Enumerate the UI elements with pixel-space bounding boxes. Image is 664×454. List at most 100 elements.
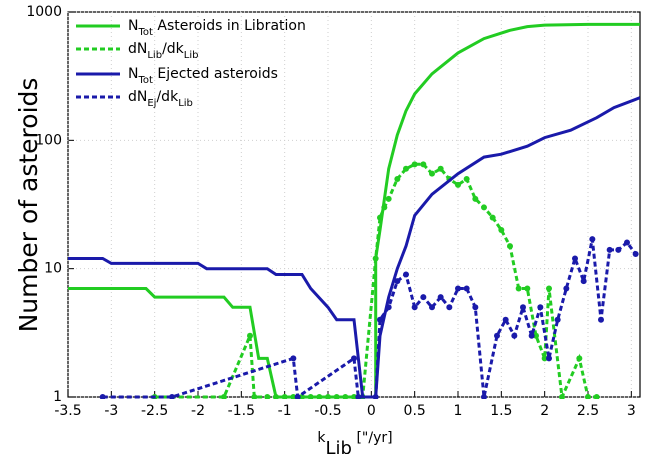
data-point xyxy=(394,175,401,182)
data-point xyxy=(559,394,565,399)
data-point xyxy=(563,285,570,292)
y-tick-label: 1 xyxy=(53,389,62,405)
x-tick-label: 2 xyxy=(540,403,549,419)
data-point xyxy=(429,304,435,311)
data-point xyxy=(247,332,253,339)
subscript: Tot xyxy=(137,27,153,38)
x-tick-label: 2.5 xyxy=(577,403,599,419)
data-point xyxy=(372,255,379,262)
data-point xyxy=(420,161,427,168)
data-point xyxy=(377,316,383,323)
data-point xyxy=(385,304,392,311)
text-part: Asteroids in Libration xyxy=(153,18,306,34)
data-point xyxy=(403,165,409,172)
text-part: dN xyxy=(128,89,147,105)
data-point xyxy=(615,246,622,253)
data-point xyxy=(572,255,578,262)
text-part: Ejected asteroids xyxy=(153,66,278,82)
data-point xyxy=(294,394,301,399)
data-point xyxy=(273,394,279,399)
series-line xyxy=(68,22,640,399)
data-point xyxy=(593,394,600,399)
data-point xyxy=(515,285,522,292)
data-point xyxy=(507,243,513,250)
data-point xyxy=(221,394,227,399)
data-point xyxy=(99,394,106,399)
data-point xyxy=(546,355,552,362)
data-point xyxy=(355,394,362,399)
legend-label: NTot Ejected asteroids xyxy=(128,66,278,86)
data-point xyxy=(281,394,288,399)
subscript: Lib xyxy=(178,98,193,109)
data-point xyxy=(533,332,539,339)
x-tick-label: -3 xyxy=(104,403,118,419)
legend-label: dNLib/dkLib xyxy=(128,41,198,61)
text-part: k xyxy=(317,430,326,446)
data-point xyxy=(290,355,297,362)
data-point xyxy=(576,355,583,362)
data-point xyxy=(502,316,509,323)
x-tick-label: -1.5 xyxy=(228,403,255,419)
data-point xyxy=(372,394,379,399)
data-point xyxy=(394,278,401,285)
data-point xyxy=(403,271,409,278)
data-point xyxy=(381,204,388,211)
data-point xyxy=(385,195,392,202)
text-part: ["/yr] xyxy=(352,430,393,446)
data-point xyxy=(377,214,383,221)
data-point xyxy=(446,304,453,311)
x-tick-label: -2 xyxy=(191,403,205,419)
data-point xyxy=(541,355,548,362)
data-point xyxy=(472,195,479,202)
data-point xyxy=(481,204,487,211)
subscript: Lib xyxy=(184,50,199,61)
data-point xyxy=(307,394,314,399)
data-point xyxy=(251,394,258,399)
text-part: N xyxy=(128,18,138,34)
text-part: dN xyxy=(128,41,147,57)
subscript: Lib xyxy=(147,50,162,61)
data-point xyxy=(411,304,418,311)
data-point xyxy=(580,278,587,285)
x-tick-label: -3.5 xyxy=(54,403,81,419)
data-point xyxy=(585,394,591,399)
data-point xyxy=(264,394,271,399)
data-point xyxy=(554,316,561,323)
data-point xyxy=(333,394,340,399)
subscript: Ej xyxy=(147,98,156,109)
data-point xyxy=(437,294,444,301)
series-line xyxy=(68,96,640,399)
x-tick-label: -1 xyxy=(278,403,292,419)
data-point xyxy=(342,394,349,399)
data-point xyxy=(429,170,435,177)
x-tick-label: -0.5 xyxy=(314,403,341,419)
x-tick-label: 1 xyxy=(454,403,463,419)
x-tick-label: 1.5 xyxy=(490,403,512,419)
data-point xyxy=(463,285,470,292)
data-point xyxy=(546,285,552,292)
data-point xyxy=(463,175,470,182)
y-tick-label: 100 xyxy=(35,132,62,148)
y-tick-label: 10 xyxy=(44,261,62,277)
data-point xyxy=(511,332,518,339)
data-point xyxy=(437,165,444,172)
data-point xyxy=(606,246,613,253)
y-axis-label: Number of asteroids xyxy=(14,78,43,333)
data-point xyxy=(524,285,531,292)
data-point xyxy=(472,304,479,311)
subscript: Tot xyxy=(137,75,153,86)
data-point xyxy=(520,304,526,311)
data-point xyxy=(632,251,639,258)
x-axis-label: kLib ["/yr] xyxy=(317,430,392,454)
data-point xyxy=(589,236,596,243)
x-tick-label: -2.5 xyxy=(141,403,168,419)
data-point xyxy=(316,394,323,399)
legend-label: dNEj/dkLib xyxy=(128,89,193,109)
y-tick-label: 1000 xyxy=(26,4,62,20)
text-part: /dk xyxy=(162,41,185,57)
data-point xyxy=(411,161,418,168)
data-point xyxy=(351,355,357,362)
data-point xyxy=(325,394,331,399)
legend-label: NTot Asteroids in Libration xyxy=(128,18,306,38)
